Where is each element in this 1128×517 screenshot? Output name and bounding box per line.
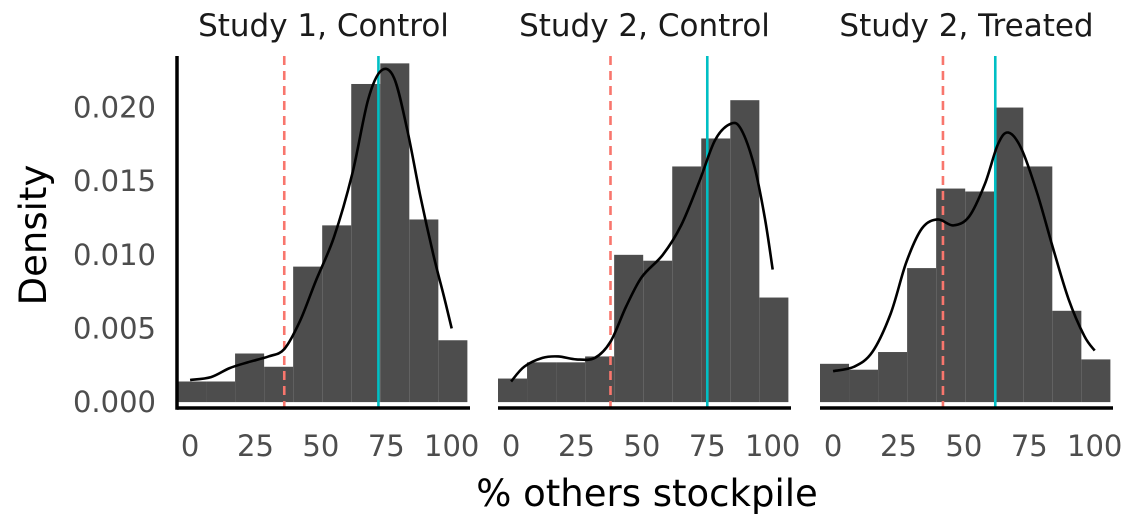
- density-curve: [832, 131, 1096, 373]
- histogram-bar: [293, 266, 323, 403]
- histogram-bar: [701, 138, 731, 403]
- facet-panel: Study 2, Treated 0 25 50 75 100: [820, 8, 1122, 463]
- y-tick-label: 0.005: [73, 311, 156, 345]
- histogram-bar: [878, 352, 908, 403]
- x-tick-label: 0: [181, 429, 199, 463]
- x-tick-label: 25: [237, 429, 274, 463]
- density-curve: [510, 121, 774, 383]
- histogram-bar: [994, 107, 1024, 403]
- histogram-bar: [849, 369, 879, 403]
- x-tick-label: 25: [880, 429, 917, 463]
- x-tick-label: 100: [745, 429, 800, 463]
- histogram-bar: [759, 297, 789, 403]
- histogram-bar: [1052, 310, 1082, 403]
- y-tick-label: 0.015: [73, 164, 156, 198]
- x-tick-label: 75: [1011, 429, 1048, 463]
- histogram-bar: [264, 366, 294, 403]
- histogram-bar: [409, 219, 439, 403]
- histogram-bar: [730, 100, 760, 403]
- x-tick-label: 0: [502, 429, 520, 463]
- facet-panel: Study 2, Control 0 25 50 75 100: [498, 8, 800, 463]
- facet-panel: Study 1, Control 0 25 50 75 100: [175, 8, 479, 463]
- histogram-bar: [965, 191, 995, 403]
- histogram-bar: [672, 166, 702, 403]
- x-tick-label: 25: [558, 429, 595, 463]
- histogram-bar: [556, 362, 586, 403]
- histogram-bar: [1023, 166, 1053, 403]
- histogram-bar: [322, 225, 352, 403]
- y-tick-label: 0.000: [73, 385, 156, 419]
- histogram-bar: [614, 254, 644, 403]
- histogram-bar: [438, 340, 468, 403]
- histogram-bar: [527, 362, 557, 403]
- facet-title: Study 1, Control: [198, 8, 449, 44]
- histogram-bar: [206, 381, 236, 403]
- facet-title: Study 2, Control: [519, 8, 770, 44]
- histogram-bar: [498, 378, 528, 403]
- facet-title: Study 2, Treated: [839, 8, 1093, 44]
- histogram-bar: [351, 83, 381, 403]
- y-tick-label: 0.010: [73, 238, 156, 272]
- x-tick-label: 0: [824, 429, 842, 463]
- x-tick-label: 75: [368, 429, 405, 463]
- histogram-bar: [643, 260, 673, 403]
- x-axis-title: % others stockpile: [476, 472, 818, 515]
- histogram-bar: [1081, 359, 1111, 403]
- x-tick-label: 50: [302, 429, 339, 463]
- y-axis-title: Density: [12, 165, 55, 306]
- x-tick-label: 100: [424, 429, 479, 463]
- histogram-bar: [907, 268, 937, 403]
- x-tick-label: 100: [1067, 429, 1122, 463]
- y-tick-label: 0.020: [73, 91, 156, 125]
- x-tick-label: 50: [623, 429, 660, 463]
- x-tick-label: 75: [689, 429, 726, 463]
- x-tick-label: 50: [945, 429, 982, 463]
- density-curve: [189, 67, 453, 382]
- y-axis-tick-labels: 0.000 0.005 0.010 0.015 0.020: [73, 91, 156, 420]
- histogram-bar: [177, 381, 207, 403]
